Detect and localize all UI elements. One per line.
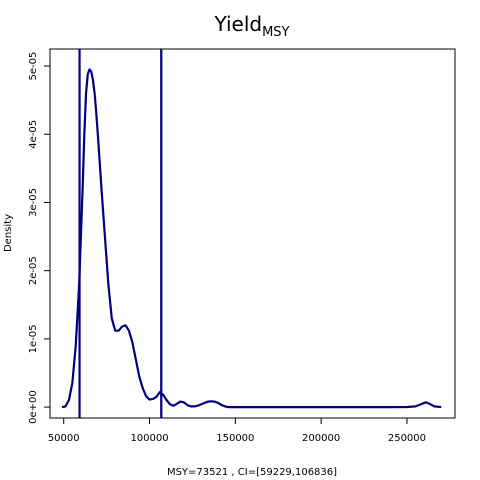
- plot-frame: [49, 48, 456, 419]
- x-axis: 50000 100000 150000 200000 250000: [48, 418, 426, 444]
- y-tick-label: 4e-05: [28, 120, 39, 149]
- x-tick-label: 250000: [388, 433, 426, 444]
- density-curve: [61, 68, 442, 409]
- x-tick-label: 50000: [48, 433, 80, 444]
- chart-title-main: Yield: [213, 12, 262, 36]
- y-tick-label: 3e-05: [28, 188, 39, 217]
- chart-title-subscript: MSY: [262, 25, 289, 40]
- x-tick-label: 100000: [130, 433, 168, 444]
- y-tick-label: 5e-05: [28, 52, 39, 81]
- plot-area: [61, 49, 442, 418]
- x-tick-label: 200000: [302, 433, 340, 444]
- y-axis: 0e+00 1e-05 2e-05 3e-05 4e-05 5e-05: [28, 52, 50, 424]
- x-axis-label: MSY=73521 , CI=[59229,106836]: [167, 467, 337, 478]
- y-axis-label: Density: [3, 214, 14, 252]
- y-tick-label: 0e+00: [28, 390, 39, 424]
- x-tick-label: 150000: [216, 433, 254, 444]
- y-tick-label: 1e-05: [28, 324, 39, 353]
- chart-title: YieldMSY: [213, 12, 289, 40]
- y-tick-label: 2e-05: [28, 256, 39, 285]
